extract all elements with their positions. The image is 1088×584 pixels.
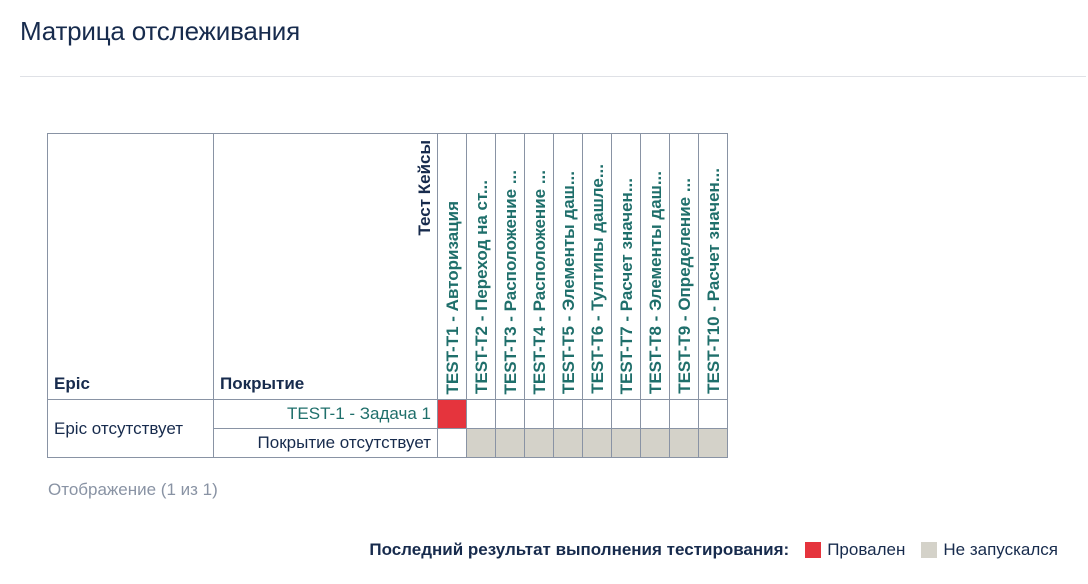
legend-title: Последний результат выполнения тестирова… [369,540,790,559]
traceability-matrix: Epic Покрытие Тест Кейсы TEST-T1 - Автор… [47,133,728,458]
testcase-link-7[interactable]: TEST-T7 - Расчет значен... [618,177,636,394]
result-cell[interactable] [669,399,699,429]
testcase-link-8[interactable]: TEST-T8 - Элементы даш... [647,170,665,394]
testcase-link-2[interactable]: TEST-T2 - Переход на ст... [473,179,491,394]
failed-swatch [805,542,822,558]
result-cell[interactable] [611,399,641,429]
result-cell[interactable] [611,428,641,458]
epic-cell: Epic отсутствует [47,399,214,458]
testcase-header-1[interactable]: TEST-T1 - Авторизация [437,133,467,400]
result-cell[interactable] [524,399,554,429]
page-title: Матрица отслеживания [20,16,301,46]
legend-item-not-run: Не запускался [921,540,1058,560]
testcase-link-10[interactable]: TEST-T10 - Расчет значен... [705,168,723,394]
title-divider [20,76,1086,77]
result-cell[interactable] [582,428,612,458]
result-cell[interactable] [640,399,670,429]
testcase-header-6[interactable]: TEST-T6 - Тултипы дашле... [582,133,612,400]
result-cell[interactable] [437,428,467,458]
epic-column-header: Epic [47,133,214,400]
result-cell[interactable] [495,428,525,458]
matrix-row-2: Покрытие отсутствует [48,428,728,458]
not-run-swatch [921,542,938,558]
result-cell[interactable] [582,399,612,429]
result-cell[interactable] [437,399,467,429]
coverage-cell-1: TEST-1 - Задача 1 [213,399,438,429]
matrix-header-row: Epic Покрытие Тест Кейсы TEST-T1 - Автор… [47,133,728,400]
result-cell[interactable] [669,428,699,458]
result-cell[interactable] [524,428,554,458]
coverage-link-task-1[interactable]: TEST-1 - Задача 1 [287,404,431,423]
result-cell[interactable] [495,399,525,429]
result-cell[interactable] [466,428,496,458]
result-cell[interactable] [466,399,496,429]
testcase-header-8[interactable]: TEST-T8 - Элементы даш... [640,133,670,400]
result-cell[interactable] [553,428,583,458]
testcase-link-9[interactable]: TEST-T9 - Определение ... [676,178,694,394]
legend: Последний результат выполнения тестирова… [369,540,1058,560]
coverage-cell-2: Покрытие отсутствует [213,428,438,458]
testcase-header-7[interactable]: TEST-T7 - Расчет значен... [611,133,641,400]
result-cell[interactable] [698,428,728,458]
testcase-header-2[interactable]: TEST-T2 - Переход на ст... [466,133,496,400]
testcase-link-3[interactable]: TEST-T3 - Расположение ... [502,169,520,394]
testcase-link-6[interactable]: TEST-T6 - Тултипы дашле... [589,164,607,394]
testcase-header-5[interactable]: TEST-T5 - Элементы даш... [553,133,583,400]
coverage-missing-label: Покрытие отсутствует [257,433,431,452]
testcase-header-4[interactable]: TEST-T4 - Расположение ... [524,133,554,400]
testcase-header-9[interactable]: TEST-T9 - Определение ... [669,133,699,400]
testcase-link-1[interactable]: TEST-T1 - Авторизация [444,200,462,394]
matrix-row-1: Epic отсутствует TEST-1 - Задача 1 [47,399,728,458]
pagination-status: Отображение (1 из 1) [48,480,218,499]
result-cell[interactable] [553,399,583,429]
testcase-link-4[interactable]: TEST-T4 - Расположение ... [531,169,549,394]
testcase-header-10[interactable]: TEST-T10 - Расчет значен... [698,133,728,400]
coverage-header-label: Покрытие [220,374,305,393]
coverage-column-header: Покрытие Тест Кейсы [213,133,438,400]
result-cell[interactable] [698,399,728,429]
testcase-header-3[interactable]: TEST-T3 - Расположение ... [495,133,525,400]
testcase-link-5[interactable]: TEST-T5 - Элементы даш... [560,170,578,394]
testcases-header-label: Тест Кейсы [415,140,434,236]
legend-item-failed: Провален [805,540,905,560]
result-cell[interactable] [640,428,670,458]
legend-not-run-label: Не запускался [943,540,1058,559]
legend-failed-label: Провален [827,540,906,559]
